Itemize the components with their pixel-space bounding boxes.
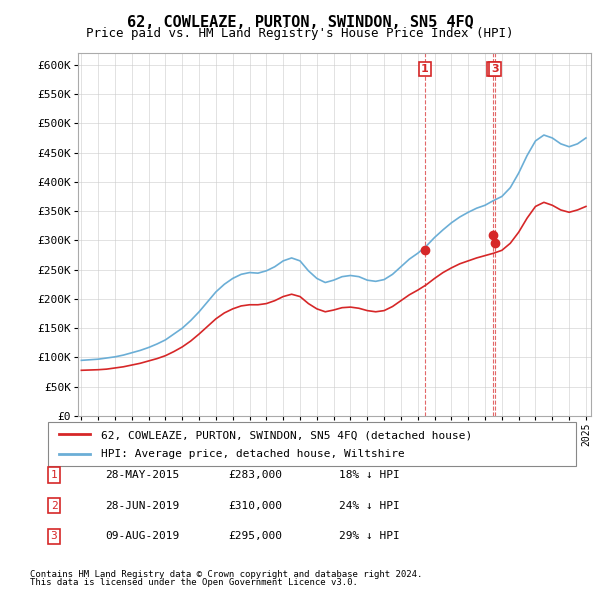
Text: 62, COWLEAZE, PURTON, SWINDON, SN5 4FQ: 62, COWLEAZE, PURTON, SWINDON, SN5 4FQ xyxy=(127,15,473,30)
Text: £283,000: £283,000 xyxy=(228,470,282,480)
Text: 1: 1 xyxy=(50,470,58,480)
Text: This data is licensed under the Open Government Licence v3.0.: This data is licensed under the Open Gov… xyxy=(30,578,358,587)
Text: 2: 2 xyxy=(50,501,58,510)
Text: 3: 3 xyxy=(50,532,58,541)
Text: 24% ↓ HPI: 24% ↓ HPI xyxy=(339,501,400,510)
Text: 29% ↓ HPI: 29% ↓ HPI xyxy=(339,532,400,541)
Text: 28-JUN-2019: 28-JUN-2019 xyxy=(105,501,179,510)
Text: 2: 2 xyxy=(490,64,497,74)
Text: 62, COWLEAZE, PURTON, SWINDON, SN5 4FQ (detached house): 62, COWLEAZE, PURTON, SWINDON, SN5 4FQ (… xyxy=(101,430,472,440)
Text: Contains HM Land Registry data © Crown copyright and database right 2024.: Contains HM Land Registry data © Crown c… xyxy=(30,571,422,579)
Text: HPI: Average price, detached house, Wiltshire: HPI: Average price, detached house, Wilt… xyxy=(101,449,404,459)
Text: £295,000: £295,000 xyxy=(228,532,282,541)
Text: 28-MAY-2015: 28-MAY-2015 xyxy=(105,470,179,480)
Text: 18% ↓ HPI: 18% ↓ HPI xyxy=(339,470,400,480)
Text: £310,000: £310,000 xyxy=(228,501,282,510)
Text: Price paid vs. HM Land Registry's House Price Index (HPI): Price paid vs. HM Land Registry's House … xyxy=(86,27,514,40)
Text: 09-AUG-2019: 09-AUG-2019 xyxy=(105,532,179,541)
Text: 1: 1 xyxy=(421,64,428,74)
Text: 3: 3 xyxy=(491,64,499,74)
FancyBboxPatch shape xyxy=(48,422,576,466)
